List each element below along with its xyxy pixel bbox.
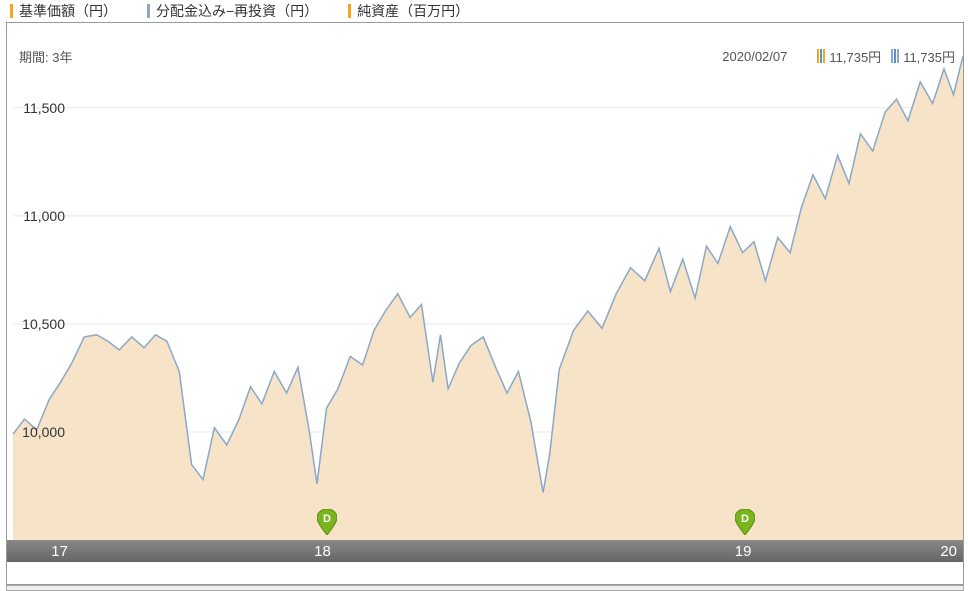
hover-value-2: 11,735円 <box>891 47 955 66</box>
legend-swatch <box>348 4 351 18</box>
dividend-marker-icon[interactable]: D <box>317 509 337 540</box>
value-text: 11,735円 <box>903 47 955 66</box>
y-tick-label: 11,000 <box>23 208 65 224</box>
chart-area[interactable]: 期間: 3年 2020/02/07 11,735円 11,735円 10,000… <box>6 22 964 585</box>
legend-item-nav: 純資産（百万円） <box>348 1 469 21</box>
legend-bar: 基準価額（円） 分配金込み−再投資（円） 純資産（百万円） <box>0 0 968 22</box>
legend-label: 純資産（百万円） <box>357 1 469 21</box>
y-tick-label: 10,000 <box>22 424 65 440</box>
legend-item-base-price: 基準価額（円） <box>10 1 117 21</box>
x-tick-label: 18 <box>314 543 331 560</box>
legend-swatch <box>147 4 150 18</box>
period-label: 期間: 3年 <box>19 47 72 66</box>
hover-date: 2020/02/07 <box>722 49 787 64</box>
dividend-marker-icon[interactable]: D <box>735 509 755 540</box>
svg-text:D: D <box>323 513 331 525</box>
legend-item-reinvest: 分配金込み−再投資（円） <box>147 1 318 21</box>
value-swatch-icon <box>817 49 825 63</box>
x-tick-label: 17 <box>51 543 68 560</box>
x-tick-label: 19 <box>735 543 752 560</box>
legend-swatch <box>10 4 13 18</box>
legend-label: 分配金込み−再投資（円） <box>156 1 318 21</box>
price-chart-svg <box>7 23 963 584</box>
x-axis-bar: 17 18 19 20 <box>7 540 963 562</box>
y-tick-label: 10,500 <box>22 316 65 332</box>
hover-value-1: 11,735円 <box>817 47 881 66</box>
legend-label: 基準価額（円） <box>19 1 117 21</box>
value-text: 11,735円 <box>829 47 881 66</box>
chart-container: 基準価額（円） 分配金込み−再投資（円） 純資産（百万円） 期間: 3年 202… <box>0 0 968 591</box>
x-tick-label: 20 <box>940 543 957 560</box>
y-tick-label: 11,500 <box>23 100 65 116</box>
info-bar: 期間: 3年 2020/02/07 11,735円 11,735円 <box>19 47 955 65</box>
svg-text:D: D <box>741 513 749 525</box>
time-scrollbar[interactable] <box>6 585 964 591</box>
value-swatch-icon <box>891 49 899 63</box>
